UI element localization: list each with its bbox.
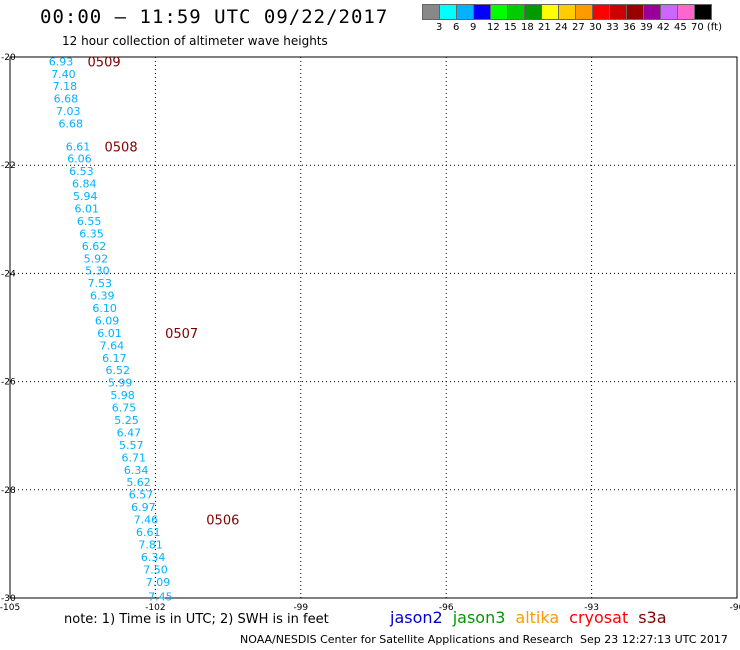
- colorbar-label: 18: [521, 22, 534, 33]
- swh-value-label: 6.53: [69, 165, 94, 178]
- swh-value-label: 6.17: [102, 352, 127, 365]
- mission-legend-item: jason3: [452, 608, 506, 627]
- swh-value-label: 7.46: [134, 514, 159, 527]
- colorbar-label: 36: [623, 22, 636, 33]
- swh-value-label: 5.30: [85, 265, 110, 278]
- colorbar-label: 9: [470, 22, 477, 33]
- colorbar-label: 27: [572, 22, 585, 33]
- swh-value-label: 7.40: [51, 68, 76, 81]
- x-tick-label: -105: [0, 603, 20, 613]
- time-label: 0509: [88, 55, 121, 70]
- swh-value-label: 7.09: [146, 576, 171, 589]
- time-label: 0507: [165, 327, 198, 342]
- time-label: 0508: [105, 140, 138, 155]
- swh-value-label: 5.98: [110, 389, 134, 402]
- x-tick-label: -93: [584, 603, 599, 613]
- mission-legend-item: altika: [515, 608, 560, 627]
- footer-note: note: 1) Time is in UTC; 2) SWH is in fe…: [64, 612, 329, 627]
- mission-legend: jason2 jason3 altika cryosat s3a: [390, 608, 677, 627]
- swh-value-label: 5.57: [119, 439, 144, 452]
- y-tick-label: -24: [1, 269, 16, 279]
- colorbar-label: 15: [504, 22, 517, 33]
- colorbar-label: 70 (ft): [691, 22, 722, 33]
- chart-title: 00:00 – 11:59 UTC 09/22/2017: [40, 6, 389, 28]
- swh-value-label: 6.75: [112, 402, 137, 415]
- colorbar-swatch: [694, 4, 712, 20]
- swh-value-label: 6.61: [136, 526, 161, 539]
- swh-value-label: 6.39: [90, 290, 115, 303]
- swh-value-label: 5.99: [108, 377, 133, 390]
- colorbar-label: 6: [453, 22, 460, 33]
- chart-subtitle: 12 hour collection of altimeter wave hei…: [62, 34, 328, 48]
- swh-value-label: 7.64: [100, 339, 125, 352]
- swh-value-label: 7.03: [56, 105, 81, 118]
- colorbar-labels: 3 6 9 12 15 18 21 24 27 30 33 36 39 42 45 70 (ft): [0, 22, 740, 36]
- mission-legend-item: s3a: [638, 608, 667, 627]
- swh-points-layer: 6.937.407.186.687.036.686.616.066.536.84…: [49, 55, 173, 603]
- colorbar-label: 3: [436, 22, 443, 33]
- time-label: 0506: [206, 514, 239, 529]
- swh-value-label: 6.52: [105, 364, 130, 377]
- swh-value-label: 6.06: [67, 153, 92, 166]
- swh-value-label: 5.25: [114, 414, 139, 427]
- plot-frame: [9, 56, 738, 599]
- swh-value-label: 7.81: [138, 538, 163, 551]
- swh-value-label: 6.97: [131, 501, 156, 514]
- x-tick-label: -99: [293, 603, 308, 613]
- time-labels-layer: 0509 0508 0507 0506: [88, 55, 240, 528]
- swh-value-label: 6.35: [79, 227, 104, 240]
- swh-value-label: 6.84: [72, 178, 97, 191]
- colorbar-label: 24: [555, 22, 568, 33]
- x-tick-label: -102: [145, 603, 165, 613]
- y-tick-label: -28: [1, 486, 16, 496]
- mission-legend-item: jason2: [390, 608, 443, 627]
- colorbar-label: 42: [657, 22, 670, 33]
- swh-value-label: 6.61: [66, 140, 91, 153]
- swh-value-label: 6.71: [121, 451, 145, 464]
- colorbar-label: 45: [674, 22, 687, 33]
- y-tick-label: -22: [1, 161, 16, 171]
- mission-legend-item: cryosat: [569, 608, 629, 627]
- y-tick-label: -20: [1, 53, 16, 63]
- swh-value-label: 6.01: [97, 327, 122, 340]
- swh-value-label: 6.34: [124, 464, 149, 477]
- y-tick-label: -26: [1, 378, 16, 388]
- x-tick-label: -96: [439, 603, 454, 613]
- axis-layer: -105 -102 -99 -96 -93 -90 -20 -22 -24 -26 -28 -30: [0, 53, 740, 613]
- swh-value-label: 6.93: [49, 55, 73, 68]
- colorbar-label: 30: [589, 22, 602, 33]
- swh-value-label: 7.18: [53, 80, 78, 93]
- swh-value-label: 6.34: [141, 551, 166, 564]
- swh-value-label: 7.53: [88, 277, 113, 290]
- swh-value-label: 5.94: [73, 190, 98, 203]
- swh-value-label: 5.92: [84, 252, 109, 265]
- colorbar-label: 12: [487, 22, 500, 33]
- colorbar-label: 33: [606, 22, 619, 33]
- swh-value-label: 6.68: [58, 118, 83, 131]
- swh-value-label: 6.47: [117, 426, 142, 439]
- swh-value-label: 5.62: [126, 476, 151, 489]
- swh-value-label: 6.62: [82, 240, 107, 253]
- swh-value-label: 6.01: [74, 202, 99, 215]
- colorbar-label: 21: [538, 22, 551, 33]
- swh-value-label: 6.57: [129, 489, 154, 502]
- swh-value-label: 6.10: [92, 302, 117, 315]
- swh-value-label: 6.55: [77, 215, 102, 228]
- swh-colorbar: [422, 4, 712, 22]
- footer-timestamp: Sep 23 12:27:13 UTC 2017: [580, 633, 728, 646]
- swh-value-label: 7.45: [148, 590, 173, 603]
- colorbar-label: 39: [640, 22, 653, 33]
- footer-credit: NOAA/NESDIS Center for Satellite Applica…: [240, 633, 574, 646]
- x-tick-label: -90: [730, 603, 740, 613]
- swh-value-label: 6.68: [54, 93, 78, 106]
- y-tick-label: -30: [1, 594, 16, 604]
- swh-value-label: 6.09: [95, 314, 120, 327]
- swh-value-label: 7.50: [143, 563, 168, 576]
